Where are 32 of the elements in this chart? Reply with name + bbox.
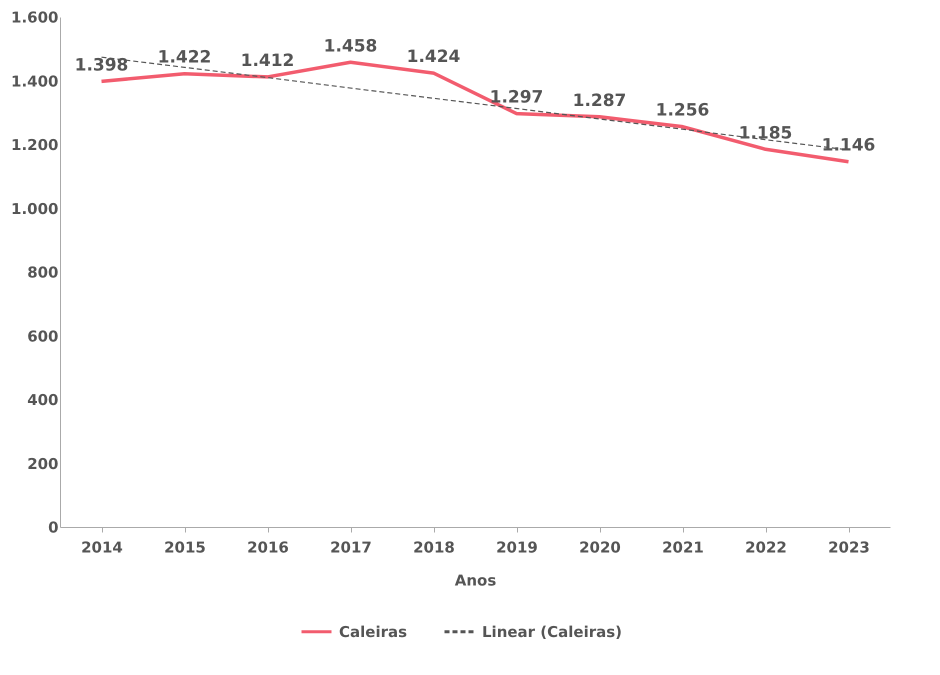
data-label: 1.422 <box>158 48 212 68</box>
data-label: 1.412 <box>240 50 294 71</box>
data-label: 1.424 <box>406 47 461 68</box>
y-tick-label: 400 <box>27 391 58 409</box>
x-tick-label: 2016 <box>247 538 289 556</box>
y-tick-label: 1.000 <box>11 200 58 218</box>
y-tick-label: 600 <box>27 327 58 346</box>
x-tick-label: 2020 <box>579 538 621 556</box>
x-tick-label: 2015 <box>164 538 206 556</box>
data-label: 1.287 <box>572 90 626 111</box>
y-tick-label: 1.200 <box>11 136 58 154</box>
x-tick-label: 2017 <box>330 538 372 556</box>
x-tick-label: 2023 <box>828 538 870 556</box>
x-tick-label: 2021 <box>662 538 704 556</box>
x-tick-label: 2019 <box>496 538 538 556</box>
data-label: 1.146 <box>822 136 876 156</box>
data-label: 1.458 <box>324 36 378 56</box>
data-label: 1.256 <box>656 100 710 121</box>
legend-label: Caleiras <box>339 622 408 641</box>
y-tick-label: 0 <box>48 518 58 536</box>
x-tick-label: 2018 <box>413 538 455 556</box>
y-tick-label: 800 <box>27 264 58 282</box>
data-label: 1.398 <box>74 55 128 76</box>
legend-label: Linear (Caleiras) <box>482 622 622 641</box>
data-label: 1.185 <box>738 123 792 144</box>
x-tick-label: 2022 <box>745 538 787 556</box>
y-tick-label: 200 <box>27 454 58 473</box>
data-label: 1.297 <box>490 88 544 108</box>
x-axis-title: Anos <box>454 572 496 590</box>
x-tick-label: 2014 <box>81 538 123 556</box>
y-tick-label: 1.600 <box>11 8 58 26</box>
y-tick-label: 1.400 <box>11 72 58 90</box>
